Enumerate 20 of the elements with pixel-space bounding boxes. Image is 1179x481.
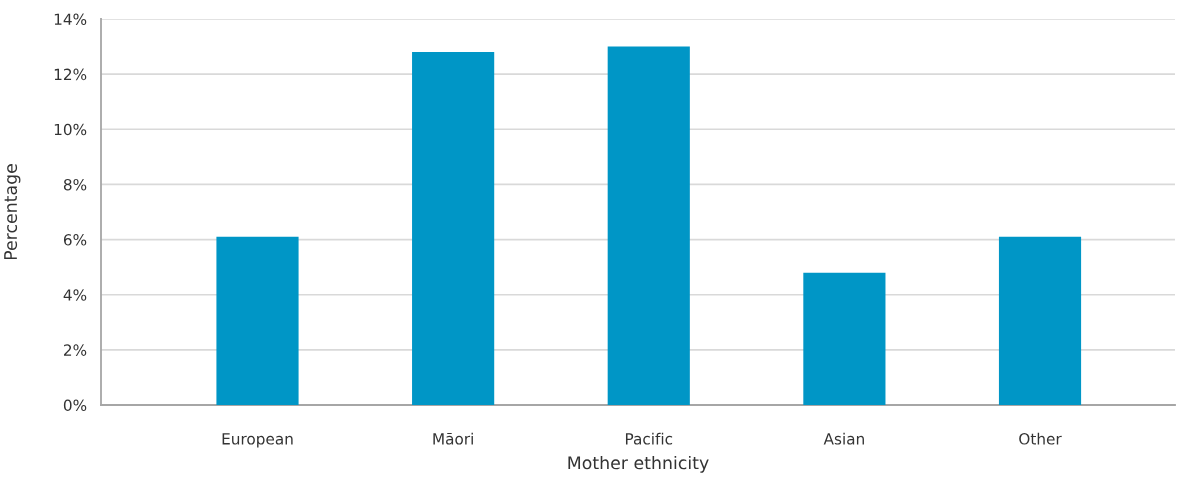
x-tick-label: Pacific [625, 432, 673, 445]
y-tick-label: 0% [63, 399, 87, 412]
y-tick-label: 2% [63, 344, 87, 356]
y-axis-title: Percentage [4, 164, 21, 260]
x-tick-label: European [222, 433, 293, 448]
bar [803, 272, 886, 405]
x-tick-label: Other [1019, 432, 1062, 445]
bar [998, 236, 1082, 405]
bar [412, 52, 495, 405]
bar [607, 46, 690, 405]
y-tick-label: 4% [63, 289, 87, 301]
x-tick-label: Asian [823, 432, 864, 445]
bar [216, 236, 299, 405]
y-tick-label: 6% [63, 234, 87, 246]
x-axis-title: Mother ethnicity [568, 455, 709, 473]
y-tick-label: 14% [54, 13, 87, 26]
y-tick-label: 12% [54, 68, 87, 81]
y-tick-label: 10% [54, 123, 87, 136]
y-tick-label: 8% [63, 178, 87, 191]
x-tick-label: Māori [433, 432, 473, 445]
